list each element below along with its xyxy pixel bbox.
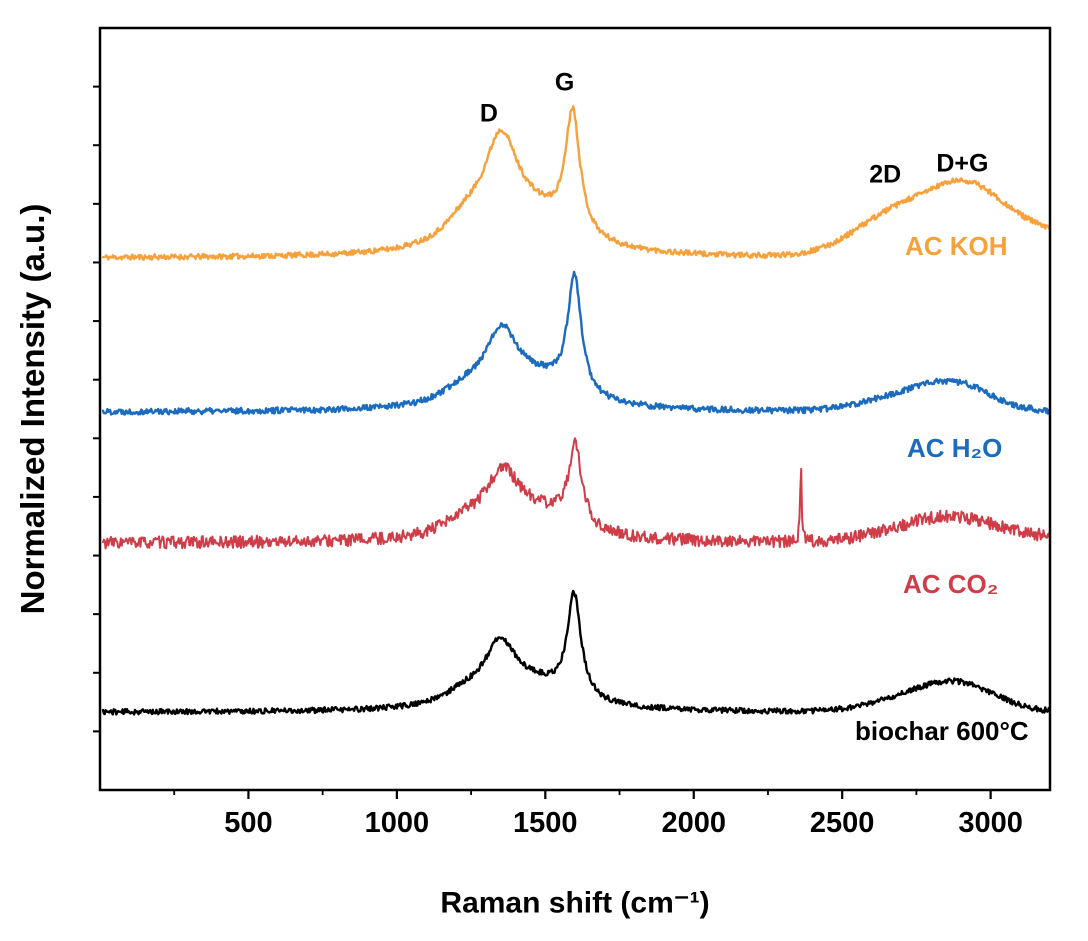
x-tick-label: 3000 [958,807,1023,839]
x-tick-label: 2000 [661,807,726,839]
peak-annotation-DplusG: D+G [936,149,988,177]
x-tick-label: 2500 [810,807,875,839]
x-tick-label: 1500 [513,807,578,839]
series-label-ac-co2: AC CO₂ [903,569,999,599]
spectrum-AC-KOH [101,105,1051,261]
series-label-biochar: biochar 600°C [855,716,1029,746]
spectrum-AC-H2O [101,270,1051,416]
peak-annotation-2D: 2D [869,161,901,189]
spectrum-biochar-600 [101,589,1051,716]
peak-annotation-D: D [480,100,498,128]
x-tick-label: 500 [224,807,272,839]
y-axis-title: Normalized Intensity (a.u.) [14,203,51,615]
plot-border [98,26,1052,792]
x-tick-label: 1000 [365,807,430,839]
series-label-ac-h2o: AC H₂O [907,433,1003,463]
x-axis-title: Raman shift (cm⁻¹) [440,886,710,920]
peak-annotation-G: G [555,69,574,97]
series-label-ac-koh: AC KOH [905,231,1008,261]
spectrum-AC-CO2 [102,437,1051,550]
